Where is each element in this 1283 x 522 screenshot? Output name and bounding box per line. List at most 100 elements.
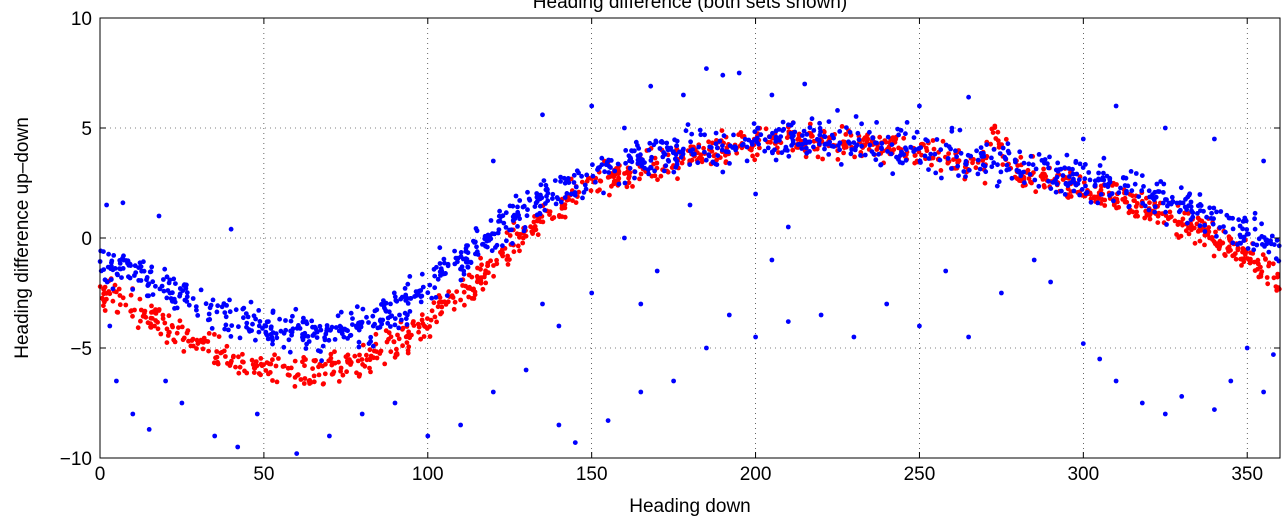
data-point <box>458 266 463 272</box>
data-point <box>236 324 241 330</box>
x-tick-label: 250 <box>904 464 936 485</box>
data-point <box>1046 178 1051 184</box>
data-point <box>916 149 922 155</box>
data-point <box>1160 190 1166 195</box>
data-point <box>558 174 563 180</box>
data-point <box>1217 225 1223 230</box>
data-point <box>179 324 185 330</box>
data-point <box>1101 170 1106 176</box>
data-point-outlier <box>1228 378 1234 384</box>
data-point <box>561 175 567 181</box>
data-point <box>402 286 408 291</box>
data-point <box>859 143 864 149</box>
data-point-outlier <box>785 224 791 230</box>
data-point <box>809 134 814 139</box>
data-point <box>816 137 822 143</box>
data-point <box>431 300 437 306</box>
data-point <box>243 311 249 316</box>
data-point <box>1153 194 1159 200</box>
data-point <box>658 139 664 145</box>
data-point <box>226 327 231 333</box>
data-point <box>1022 180 1027 186</box>
data-point <box>336 328 342 334</box>
data-point <box>697 127 703 133</box>
data-point-outlier <box>1162 125 1168 131</box>
data-point <box>888 151 894 157</box>
data-point <box>937 157 943 163</box>
data-point-outlier <box>392 400 398 406</box>
data-point <box>1252 216 1257 222</box>
data-point <box>778 134 784 140</box>
data-point <box>1235 245 1241 251</box>
data-point <box>248 299 254 305</box>
data-point <box>443 302 449 307</box>
data-point <box>336 359 341 365</box>
data-point <box>515 243 521 249</box>
data-point <box>547 209 553 215</box>
data-point-outlier <box>540 301 545 307</box>
data-point <box>251 313 257 319</box>
data-point <box>749 140 755 145</box>
data-point <box>110 286 116 292</box>
data-point <box>1251 259 1257 265</box>
data-point <box>663 163 669 169</box>
data-point <box>956 173 961 179</box>
data-point <box>357 352 362 358</box>
data-point <box>931 146 937 152</box>
data-point <box>852 154 857 160</box>
data-point <box>807 149 812 154</box>
data-point <box>673 164 679 170</box>
data-point <box>1017 149 1023 155</box>
data-point <box>1012 157 1018 163</box>
data-point <box>624 184 630 190</box>
data-point <box>974 148 979 154</box>
data-point <box>1268 241 1274 247</box>
data-point <box>115 272 120 278</box>
data-point <box>861 137 866 143</box>
data-point <box>1142 215 1148 221</box>
data-point <box>404 322 410 327</box>
data-point <box>843 132 849 137</box>
data-point <box>253 337 258 343</box>
data-point <box>1079 187 1085 192</box>
data-point <box>419 317 425 323</box>
data-point <box>542 207 548 213</box>
data-point <box>303 346 309 351</box>
data-point <box>867 142 873 148</box>
data-point <box>287 349 293 355</box>
data-point <box>1100 175 1106 181</box>
data-point-outlier <box>736 70 742 76</box>
data-point <box>566 197 572 203</box>
data-point <box>1269 233 1275 239</box>
data-point <box>803 145 809 151</box>
data-point <box>1175 222 1181 228</box>
data-point <box>1092 182 1098 188</box>
data-point <box>462 302 467 308</box>
data-point <box>579 173 584 179</box>
data-point <box>685 122 691 127</box>
data-point <box>407 335 412 341</box>
data-point <box>399 317 404 323</box>
data-point <box>364 352 369 358</box>
data-point <box>333 325 339 330</box>
data-point <box>494 261 500 267</box>
data-point <box>135 325 141 331</box>
data-point <box>823 141 829 147</box>
data-point <box>416 329 421 335</box>
data-point <box>411 319 416 324</box>
data-point <box>385 320 391 326</box>
data-point <box>1133 171 1139 176</box>
data-point <box>160 312 166 318</box>
data-point <box>658 173 664 179</box>
data-point <box>359 357 365 362</box>
data-point <box>316 372 322 378</box>
data-point <box>164 340 170 345</box>
data-point <box>432 273 438 279</box>
data-point <box>382 305 387 311</box>
data-point <box>911 135 917 141</box>
data-point <box>157 286 163 292</box>
data-point <box>478 278 484 284</box>
data-point <box>156 307 162 312</box>
data-point <box>432 285 438 291</box>
data-point <box>348 362 353 367</box>
